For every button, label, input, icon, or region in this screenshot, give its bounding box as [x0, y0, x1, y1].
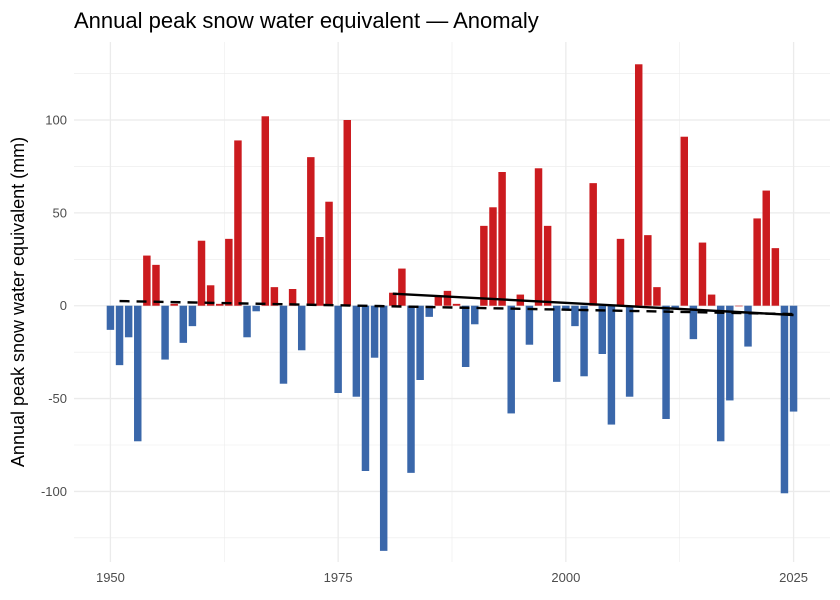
y-tick-label: 0	[60, 298, 67, 313]
bar-2004	[598, 305, 607, 354]
bar-1954	[143, 255, 151, 306]
bar-1990	[471, 305, 479, 325]
bar-1965	[243, 305, 251, 338]
trend-line-solid	[392, 292, 794, 317]
y-tick-label: -50	[48, 391, 67, 406]
bar-1955	[152, 264, 160, 306]
bar-1976	[343, 120, 351, 306]
y-axis-label: Annual peak snow water equivalent (mm)	[8, 137, 28, 467]
chart-title: Annual peak snow water equivalent — Anom…	[74, 8, 539, 33]
bar-2001	[571, 305, 579, 327]
bar-2016	[707, 294, 716, 306]
bar-1956	[161, 305, 169, 360]
bar-1951	[115, 305, 124, 366]
bar-1970	[288, 289, 297, 306]
grid	[74, 42, 830, 562]
bar-1958	[179, 305, 188, 343]
bar-1983	[407, 305, 415, 473]
bar-2015	[698, 242, 707, 306]
x-tick-label: 1950	[96, 570, 125, 585]
bar-1986	[434, 296, 443, 306]
bar-2020	[744, 305, 752, 347]
bar-1962	[216, 303, 224, 306]
bar-2014	[689, 305, 698, 340]
bar-1993	[498, 172, 506, 306]
bar-1998	[543, 225, 552, 306]
bar-2017	[716, 305, 725, 442]
bar-2007	[625, 305, 634, 397]
bar-2008	[634, 64, 643, 306]
bar-1974	[325, 201, 333, 306]
bar-2013	[680, 136, 688, 306]
bar-2022	[762, 190, 770, 306]
y-tick-label: 100	[45, 113, 67, 128]
bars	[106, 64, 798, 551]
bar-1972	[307, 157, 315, 306]
bar-1980	[379, 305, 388, 551]
bar-2018	[726, 305, 734, 401]
bar-1950	[106, 305, 115, 330]
y-tick-label: -100	[41, 484, 67, 499]
bar-2003	[589, 183, 597, 306]
bar-1960	[197, 240, 206, 306]
y-tick-label: 50	[53, 205, 67, 220]
bar-1981	[389, 292, 397, 306]
trend-line-dashed	[119, 299, 794, 316]
bar-2025	[789, 305, 798, 412]
x-tick-label: 2025	[779, 570, 808, 585]
bar-1989	[461, 305, 470, 367]
x-tick-label: 2000	[551, 570, 580, 585]
bar-1959	[188, 305, 197, 327]
bar-1987	[443, 290, 452, 306]
bar-1971	[297, 305, 306, 351]
bar-1968	[270, 287, 279, 306]
bar-1963	[225, 238, 233, 306]
bar-2021	[753, 218, 761, 306]
x-axis-ticks: 1950 1975 2000 2025	[96, 570, 808, 585]
bar-1979	[370, 305, 379, 358]
bar-1978	[361, 305, 370, 471]
bar-1991	[480, 225, 488, 306]
bar-1975	[334, 305, 342, 393]
bar-1984	[416, 305, 424, 380]
bar-1992	[489, 207, 497, 306]
bar-1994	[507, 305, 515, 414]
bar-2000	[562, 305, 570, 310]
bar-2006	[616, 238, 625, 306]
bar-2019	[735, 305, 743, 307]
bar-1952	[124, 305, 133, 338]
bar-2023	[771, 248, 780, 306]
bar-1996	[525, 305, 534, 345]
bar-1999	[553, 305, 561, 382]
bar-1985	[425, 305, 433, 317]
bar-1964	[234, 140, 242, 306]
bar-1966	[252, 305, 260, 312]
y-axis-ticks: 100 50 0 -50 -100	[41, 113, 67, 499]
bar-1997	[534, 168, 543, 306]
bar-2024	[780, 305, 789, 494]
bar-2011	[662, 305, 670, 419]
bar-1961	[206, 285, 215, 306]
trend-lines	[119, 292, 794, 317]
bar-1953	[134, 305, 142, 442]
bar-1967	[261, 116, 270, 306]
bar-2005	[607, 305, 616, 425]
bar-1957	[170, 303, 178, 306]
bar-1969	[279, 305, 288, 384]
bar-2010	[653, 287, 661, 306]
bar-1977	[352, 305, 361, 397]
bar-2002	[580, 305, 588, 377]
bar-2009	[644, 235, 652, 306]
bar-1982	[398, 268, 406, 306]
x-tick-label: 1975	[324, 570, 353, 585]
bar-1988	[452, 303, 461, 306]
bar-1973	[316, 237, 324, 306]
